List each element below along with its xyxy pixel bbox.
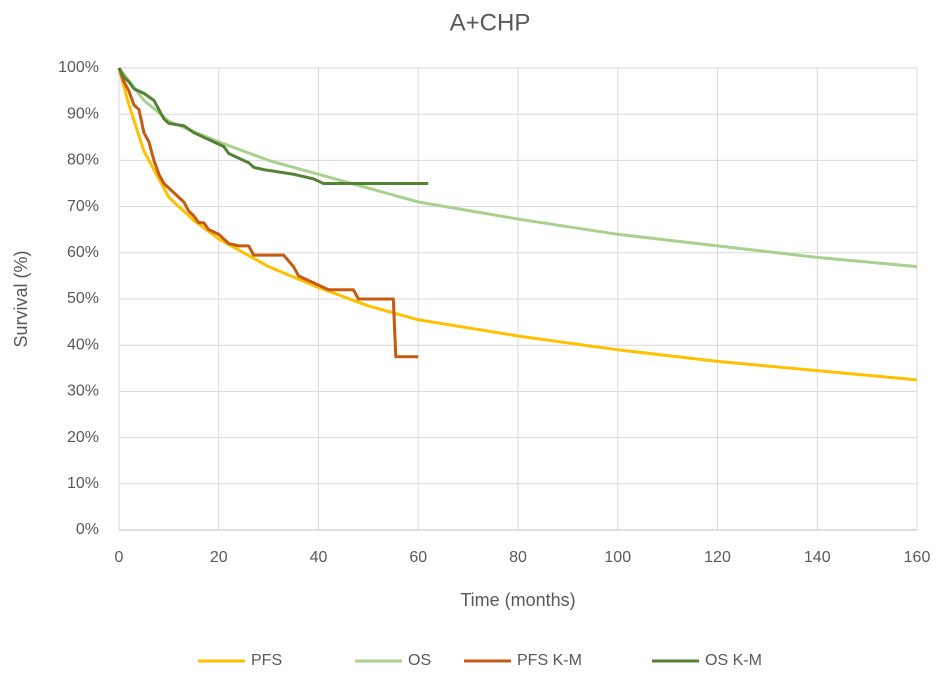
x-axis-label: Time (months) xyxy=(460,590,575,610)
y-tick-label: 10% xyxy=(67,475,99,492)
x-tick-label: 140 xyxy=(804,549,831,566)
y-tick-label: 20% xyxy=(67,429,99,446)
legend-label: OS xyxy=(408,652,431,669)
legend-label: PFS xyxy=(251,652,282,669)
series-line xyxy=(117,67,429,185)
x-tick-label: 60 xyxy=(409,549,427,566)
y-tick-label: 90% xyxy=(67,105,99,122)
x-tick-label: 100 xyxy=(604,549,631,566)
x-tick-label: 0 xyxy=(115,549,124,566)
legend-label: PFS K-M xyxy=(517,652,582,669)
y-tick-label: 30% xyxy=(67,383,99,400)
legend-label: OS K-M xyxy=(705,652,762,669)
x-tick-label: 160 xyxy=(904,549,931,566)
y-tick-label: 70% xyxy=(67,198,99,215)
y-tick-label: 60% xyxy=(67,244,99,261)
x-tick-label: 80 xyxy=(509,549,527,566)
series-line xyxy=(117,67,419,359)
x-tick-label: 20 xyxy=(210,549,228,566)
y-tick-label: 0% xyxy=(76,521,99,538)
x-tick-label: 40 xyxy=(310,549,328,566)
y-tick-label: 100% xyxy=(58,59,99,76)
chart-title: A+CHP xyxy=(450,9,531,36)
series-line xyxy=(117,67,918,382)
y-tick-label: 50% xyxy=(67,290,99,307)
y-tick-label: 40% xyxy=(67,336,99,353)
x-tick-label: 120 xyxy=(704,549,731,566)
y-tick-label: 80% xyxy=(67,152,99,169)
y-axis-label: Survival (%) xyxy=(11,250,31,347)
